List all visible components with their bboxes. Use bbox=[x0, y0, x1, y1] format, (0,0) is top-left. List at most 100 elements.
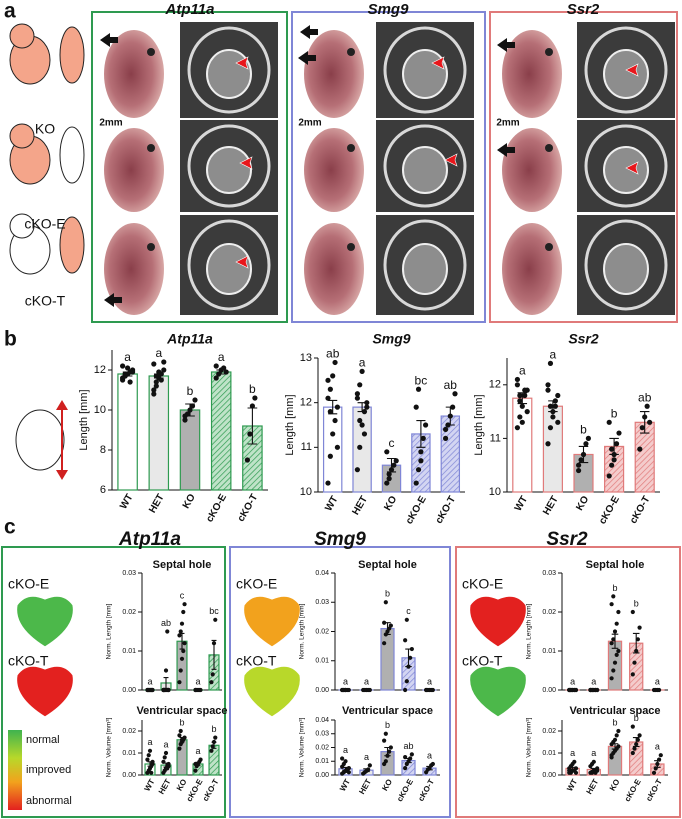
significance-letter: a bbox=[147, 676, 152, 686]
data-point bbox=[209, 680, 214, 685]
data-point bbox=[384, 449, 390, 455]
data-point bbox=[198, 687, 203, 693]
x-tick-label: cKO-T bbox=[201, 777, 221, 802]
embryo-photo bbox=[502, 223, 562, 315]
data-point bbox=[609, 446, 615, 452]
x-tick-label: WT bbox=[143, 777, 157, 792]
ct-ring bbox=[603, 243, 649, 295]
row-label: cKO-T bbox=[462, 653, 503, 669]
y-tick-label: 0.03 bbox=[542, 570, 556, 577]
x-tick-label: HET bbox=[157, 777, 173, 795]
embryo-eye bbox=[347, 48, 355, 56]
ct-ring bbox=[206, 49, 252, 99]
y-axis-label: Norm. Length [mm] bbox=[526, 603, 533, 659]
measure-head bbox=[56, 400, 68, 480]
arrow bbox=[104, 293, 122, 307]
data-point bbox=[644, 403, 650, 409]
data-point bbox=[606, 419, 612, 425]
legend-label: improved bbox=[26, 764, 71, 776]
data-point bbox=[166, 764, 171, 769]
data-point bbox=[334, 444, 341, 450]
data-point bbox=[450, 404, 456, 410]
data-point bbox=[330, 373, 336, 379]
decoration bbox=[1, 11, 681, 818]
data-point bbox=[367, 763, 372, 768]
data-point bbox=[568, 687, 574, 693]
y-tick-label: 11 bbox=[490, 432, 501, 444]
y-tick-label: 0.00 bbox=[315, 687, 329, 694]
data-point bbox=[391, 462, 397, 468]
data-point bbox=[639, 425, 645, 431]
y-tick-label: 6 bbox=[100, 484, 106, 496]
data-point bbox=[325, 480, 331, 486]
data-point bbox=[211, 739, 217, 745]
significance-letter: c bbox=[406, 606, 411, 616]
bar bbox=[179, 409, 201, 491]
data-point bbox=[646, 419, 653, 425]
significance-letter: b bbox=[385, 720, 390, 730]
cartoon-head bbox=[9, 123, 35, 149]
data-point bbox=[223, 369, 229, 375]
data-point bbox=[630, 672, 635, 677]
data-point bbox=[210, 744, 215, 749]
data-point bbox=[166, 687, 171, 693]
data-point bbox=[524, 409, 530, 415]
data-point bbox=[616, 728, 621, 734]
data-point bbox=[153, 379, 159, 385]
y-axis-label: Norm. Volume [mm³] bbox=[106, 718, 113, 778]
x-tick-label: cKO-E bbox=[623, 777, 643, 803]
significance-letter: bc bbox=[209, 606, 219, 616]
data-point bbox=[517, 414, 523, 420]
x-tick-label: cKO-E bbox=[204, 492, 229, 524]
y-tick-label: 0.03 bbox=[315, 599, 329, 606]
data-point bbox=[221, 365, 227, 371]
data-point bbox=[179, 621, 185, 626]
legend-label: normal bbox=[26, 734, 60, 746]
data-point bbox=[404, 617, 409, 622]
significance-letter: a bbox=[343, 745, 348, 755]
cartoon-placenta bbox=[59, 26, 85, 84]
y-tick-label: 12 bbox=[94, 364, 106, 376]
row-label: cKO-E bbox=[236, 576, 277, 592]
bar bbox=[117, 373, 138, 491]
data-point bbox=[514, 425, 521, 431]
x-tick-label: KO bbox=[175, 778, 189, 793]
y-tick-label: 0.01 bbox=[122, 648, 136, 655]
y-tick-label: 0.00 bbox=[315, 772, 329, 779]
chart-title: Smg9 bbox=[372, 331, 410, 347]
significance-letter: a bbox=[427, 676, 432, 686]
data-point bbox=[386, 471, 392, 477]
data-point bbox=[181, 648, 186, 654]
significance-letter: a bbox=[147, 737, 152, 747]
x-tick-label: KO bbox=[181, 492, 198, 511]
x-tick-label: cKO-T bbox=[434, 494, 459, 525]
data-point bbox=[611, 668, 616, 673]
data-point bbox=[179, 656, 185, 661]
panel-frame bbox=[229, 546, 451, 818]
legend-label: abnormal bbox=[26, 795, 72, 807]
data-point bbox=[385, 753, 390, 758]
y-tick-label: 0.02 bbox=[315, 628, 329, 635]
data-point bbox=[613, 441, 620, 447]
data-point bbox=[634, 742, 639, 747]
data-point bbox=[547, 403, 554, 409]
data-point bbox=[361, 431, 368, 437]
data-point bbox=[193, 687, 198, 693]
data-point bbox=[216, 371, 222, 377]
data-point bbox=[420, 435, 426, 441]
embryo-eye bbox=[147, 144, 155, 152]
data-point bbox=[383, 731, 388, 736]
row-label: KO bbox=[35, 121, 55, 137]
data-point bbox=[181, 609, 186, 615]
legend-scale bbox=[8, 730, 22, 810]
data-point bbox=[573, 766, 579, 771]
arrowhead bbox=[431, 56, 445, 70]
data-point bbox=[386, 476, 392, 482]
data-point bbox=[346, 687, 351, 693]
data-point bbox=[651, 770, 657, 775]
data-point bbox=[522, 387, 528, 393]
data-point bbox=[522, 392, 528, 399]
data-point bbox=[403, 638, 408, 643]
y-axis-label: Length [mm] bbox=[473, 394, 485, 455]
x-tick-label: KO bbox=[382, 494, 399, 513]
